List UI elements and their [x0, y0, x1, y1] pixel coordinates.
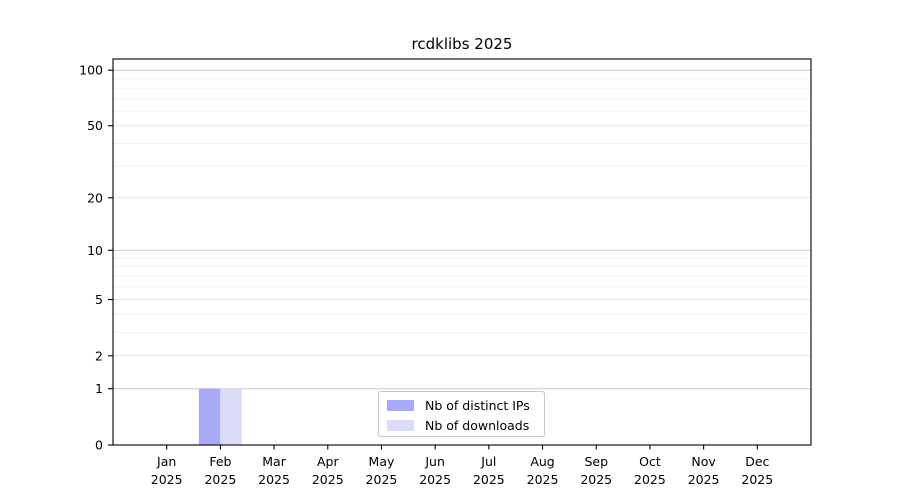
x-tick-label-year-jun: 2025	[419, 472, 451, 487]
y-tick-label-5: 5	[95, 292, 103, 307]
x-tick-label-year-may: 2025	[366, 472, 398, 487]
x-tick-label-month-dec: Dec	[745, 454, 769, 469]
legend-swatch-downloads	[387, 420, 414, 431]
y-tick-label-20: 20	[87, 190, 103, 205]
x-tick-label-year-oct: 2025	[634, 472, 666, 487]
x-tick-label-month-jul: Jul	[480, 454, 496, 469]
x-tick-label-month-jan: Jan	[156, 454, 176, 469]
bar-feb-2025-nb-of-distinct-ips	[198, 388, 221, 445]
y-tick-label-100: 100	[79, 63, 103, 78]
y-tick-label-50: 50	[87, 118, 103, 133]
x-tick-label-month-aug: Aug	[530, 454, 554, 469]
x-tick-label-month-feb: Feb	[209, 454, 231, 469]
x-tick-label-month-oct: Oct	[639, 454, 661, 469]
x-tick-label-month-nov: Nov	[691, 454, 716, 469]
legend-swatch-distinct-ips	[387, 400, 414, 411]
y-tick-label-2: 2	[95, 348, 103, 363]
x-tick-label-year-aug: 2025	[527, 472, 559, 487]
x-tick-label-year-sep: 2025	[580, 472, 612, 487]
x-tick-label-year-apr: 2025	[312, 472, 344, 487]
x-tick-label-month-may: May	[369, 454, 395, 469]
x-tick-label-year-nov: 2025	[688, 472, 720, 487]
x-tick-label-month-mar: Mar	[262, 454, 286, 469]
legend-label-distinct-ips: Nb of distinct IPs	[425, 398, 530, 413]
x-tick-label-year-feb: 2025	[204, 472, 236, 487]
legend-entry-downloads: Nb of downloads	[379, 416, 544, 435]
legend-entry-distinct-ips: Nb of distinct IPs	[379, 396, 544, 415]
x-tick-label-year-mar: 2025	[258, 472, 290, 487]
x-tick-label-year-dec: 2025	[741, 472, 773, 487]
legend: Nb of distinct IPs Nb of downloads	[378, 391, 545, 437]
x-tick-label-year-jul: 2025	[473, 472, 505, 487]
chart-title: rcdklibs 2025	[411, 35, 513, 53]
y-tick-label-1: 1	[95, 381, 103, 396]
legend-label-downloads: Nb of downloads	[425, 418, 530, 433]
y-tick-label-10: 10	[87, 243, 103, 258]
bar-feb-2025-nb-of-downloads	[220, 388, 242, 445]
x-tick-label-month-apr: Apr	[317, 454, 339, 469]
plot-border	[112, 58, 812, 446]
x-tick-label-month-sep: Sep	[584, 454, 608, 469]
y-tick-label-0: 0	[95, 438, 103, 453]
x-tick-label-month-jun: Jun	[424, 454, 445, 469]
x-tick-label-year-jan: 2025	[151, 472, 183, 487]
